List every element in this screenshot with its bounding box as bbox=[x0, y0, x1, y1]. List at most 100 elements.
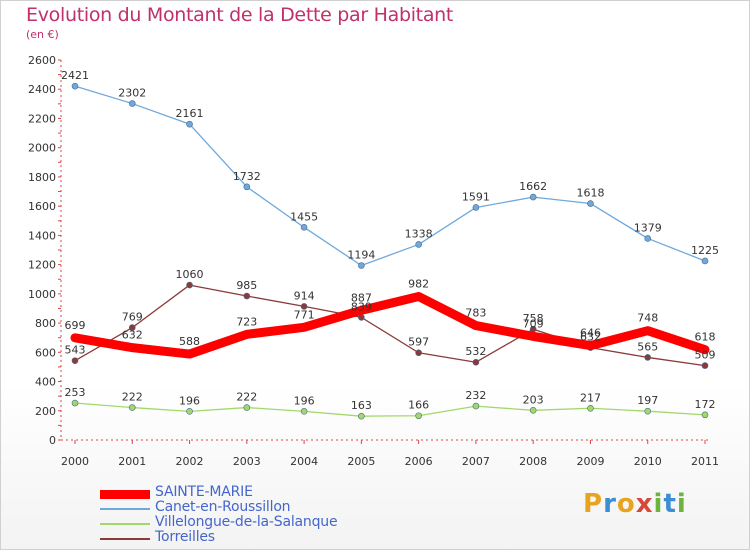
data-point-canet-en-roussillon bbox=[243, 183, 251, 191]
data-point-torreilles bbox=[71, 357, 79, 364]
y-tick-label: 2000 bbox=[28, 142, 56, 155]
data-point-villelongue-de-la-salanque bbox=[529, 407, 537, 414]
data-point-villelongue-de-la-salanque bbox=[71, 399, 79, 407]
data-label: 1455 bbox=[290, 210, 318, 223]
data-point-canet-en-roussillon bbox=[644, 235, 652, 242]
data-label: 914 bbox=[294, 289, 315, 302]
data-point-torreilles bbox=[186, 281, 193, 289]
data-label: 632 bbox=[122, 329, 143, 342]
x-tick-label: 2001 bbox=[118, 455, 146, 468]
data-label: 1591 bbox=[462, 190, 490, 203]
data-point-torreilles bbox=[300, 303, 308, 310]
data-label: 982 bbox=[408, 277, 429, 290]
data-point-villelongue-de-la-salanque bbox=[358, 412, 365, 420]
x-tick-label: 2010 bbox=[634, 455, 662, 468]
x-tick-label: 2009 bbox=[576, 455, 604, 468]
data-point-torreilles bbox=[415, 349, 422, 357]
data-point-canet-en-roussillon bbox=[358, 262, 365, 269]
data-label: 166 bbox=[408, 399, 429, 412]
data-label: 196 bbox=[294, 394, 315, 407]
data-point-canet-en-roussillon bbox=[701, 257, 709, 265]
series-line-sainte-marie bbox=[70, 291, 710, 359]
series-line-torreilles bbox=[74, 284, 706, 367]
x-tick-label: 2011 bbox=[691, 455, 719, 468]
data-label: 1338 bbox=[405, 227, 433, 240]
data-label: 197 bbox=[637, 394, 658, 407]
y-tick-label: 2200 bbox=[28, 112, 56, 125]
y-tick-label: 2400 bbox=[28, 83, 56, 96]
legend-swatch bbox=[100, 489, 150, 499]
data-point-canet-en-roussillon bbox=[186, 120, 193, 128]
data-label: 618 bbox=[695, 331, 716, 344]
data-point-villelongue-de-la-salanque bbox=[644, 407, 652, 415]
series-line-villelongue-de-la-salanque bbox=[74, 402, 706, 417]
data-label: 222 bbox=[122, 391, 143, 404]
y-tick-label: 200 bbox=[35, 405, 56, 418]
data-point-villelongue-de-la-salanque bbox=[587, 404, 594, 412]
x-tick-label: 2007 bbox=[462, 455, 490, 468]
x-tick-label: 2000 bbox=[61, 455, 89, 468]
data-label: 748 bbox=[637, 312, 658, 325]
data-label: 887 bbox=[351, 291, 372, 304]
y-tick-label: 1400 bbox=[28, 229, 56, 242]
data-label: 985 bbox=[236, 279, 257, 292]
x-tick-label: 2003 bbox=[233, 455, 261, 468]
data-label: 1060 bbox=[176, 268, 204, 281]
data-point-villelongue-de-la-salanque bbox=[186, 408, 193, 415]
y-tick-label: 0 bbox=[49, 434, 56, 447]
x-tick-label: 2008 bbox=[519, 455, 547, 468]
data-point-torreilles bbox=[472, 358, 480, 366]
x-tick-label: 2002 bbox=[176, 455, 204, 468]
data-point-villelongue-de-la-salanque bbox=[701, 411, 709, 419]
data-label: 1194 bbox=[347, 248, 375, 261]
data-label: 1379 bbox=[634, 221, 662, 234]
data-label: 1225 bbox=[691, 244, 719, 257]
data-label: 163 bbox=[351, 399, 372, 412]
data-point-canet-en-roussillon bbox=[587, 200, 594, 207]
y-tick-label: 1200 bbox=[28, 259, 56, 272]
data-label: 532 bbox=[465, 345, 486, 358]
data-point-villelongue-de-la-salanque bbox=[128, 404, 136, 411]
data-label: 565 bbox=[637, 340, 658, 353]
data-point-canet-en-roussillon bbox=[529, 193, 537, 201]
y-tick-label: 2600 bbox=[28, 54, 56, 67]
data-label: 699 bbox=[65, 319, 86, 332]
data-label: 632 bbox=[580, 331, 601, 344]
series-line-canet-en-roussillon bbox=[74, 85, 706, 267]
data-point-villelongue-de-la-salanque bbox=[415, 412, 422, 420]
data-label: 172 bbox=[695, 398, 716, 411]
x-tick-label: 2004 bbox=[290, 455, 318, 468]
data-label: 253 bbox=[65, 386, 86, 399]
y-tick-label: 600 bbox=[35, 346, 56, 359]
legend-label: Villelongue-de-la-Salanque bbox=[155, 514, 338, 530]
data-label: 232 bbox=[465, 389, 486, 402]
data-label: 2421 bbox=[61, 69, 89, 82]
data-labels: 699 632 588 723 771 887 982 783 709 646 748 618 2421… bbox=[61, 69, 719, 412]
data-point-torreilles bbox=[128, 324, 136, 331]
legend-label: Canet-en-Roussillon bbox=[155, 499, 291, 515]
x-tick-label: 2006 bbox=[405, 455, 433, 468]
y-tick-label: 1600 bbox=[28, 200, 56, 213]
data-label: 196 bbox=[179, 394, 200, 407]
data-point-villelongue-de-la-salanque bbox=[243, 404, 251, 411]
proxiti-logo: Proxiti bbox=[583, 489, 687, 519]
data-point-torreilles bbox=[644, 354, 652, 361]
data-point-canet-en-roussillon bbox=[300, 224, 308, 231]
data-label: 1618 bbox=[576, 187, 604, 200]
data-label: 222 bbox=[236, 391, 257, 404]
data-label: 1732 bbox=[233, 170, 261, 183]
data-point-villelongue-de-la-salanque bbox=[472, 402, 480, 410]
data-point-canet-en-roussillon bbox=[472, 204, 480, 211]
data-point-canet-en-roussillon bbox=[415, 241, 422, 248]
series-sainte-marie bbox=[70, 291, 710, 359]
data-point-canet-en-roussillon bbox=[128, 100, 136, 107]
legend-label: Torreilles bbox=[155, 529, 215, 545]
legend-swatch bbox=[100, 538, 150, 540]
chart-title: Evolution du Montant de la Dette par Hab… bbox=[26, 4, 454, 26]
data-label: 709 bbox=[523, 317, 544, 330]
data-point-canet-en-roussillon bbox=[71, 82, 79, 90]
data-label: 783 bbox=[465, 307, 486, 320]
y-tick-label: 400 bbox=[35, 376, 56, 389]
